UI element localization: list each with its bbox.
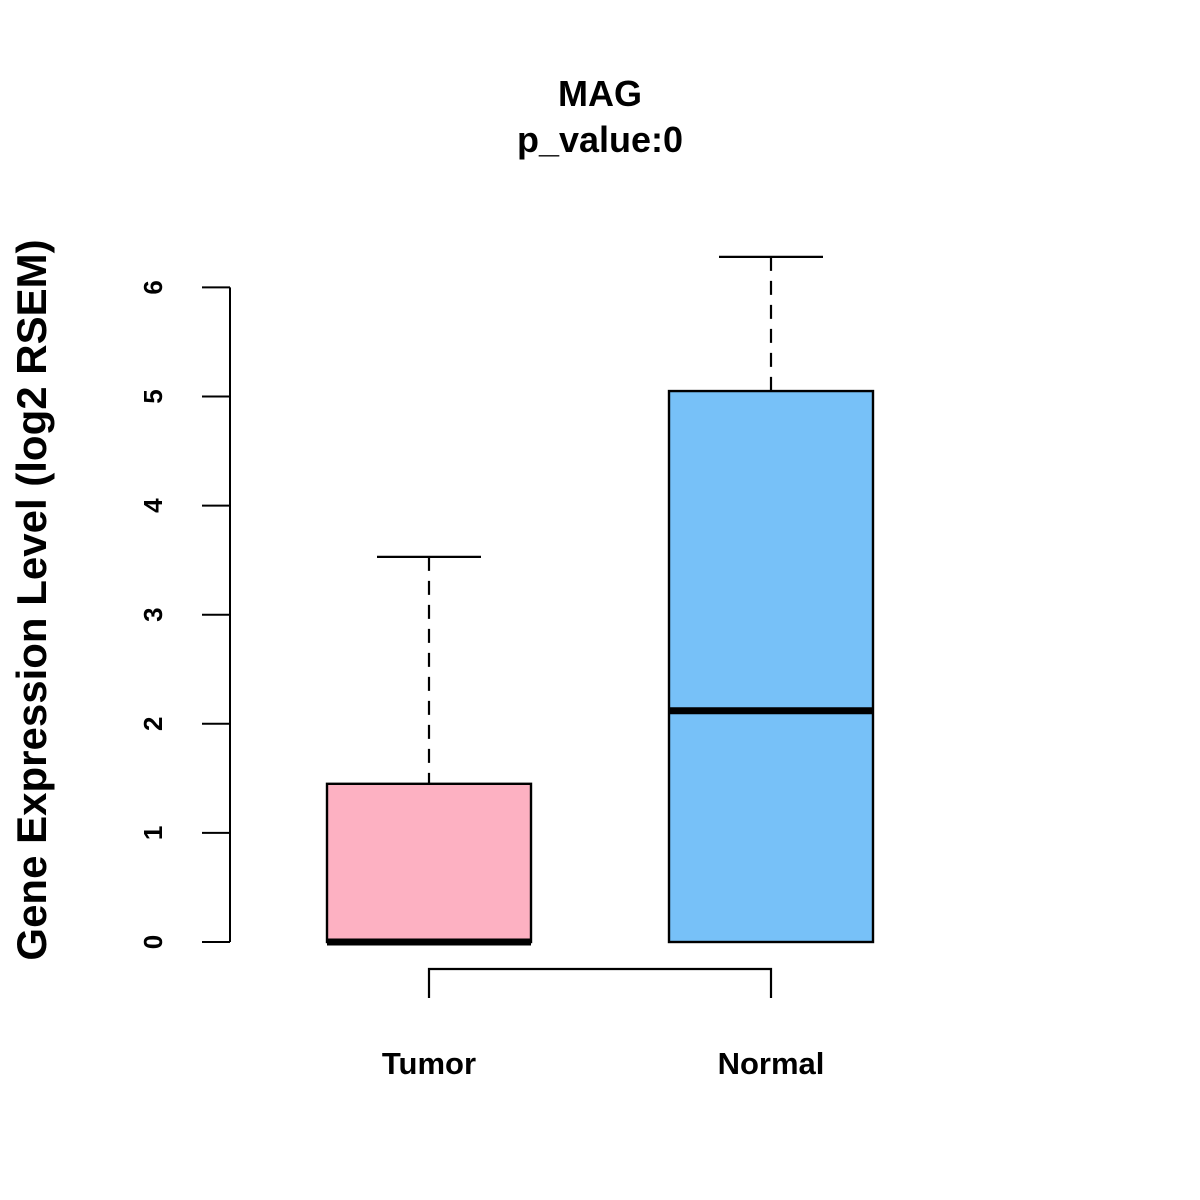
y-tick-label: 4 bbox=[138, 498, 168, 513]
y-axis: 0 1 2 3 4 5 6 bbox=[138, 280, 231, 949]
category-labels: Tumor Normal bbox=[382, 967, 825, 1081]
x-tick-label-normal: Normal bbox=[718, 1046, 825, 1081]
comparison-bracket bbox=[427, 967, 773, 998]
box-normal bbox=[667, 255, 875, 944]
y-tick-label: 3 bbox=[138, 607, 168, 621]
iqr-box bbox=[325, 782, 533, 944]
y-tick-label: 2 bbox=[138, 717, 168, 731]
box-series bbox=[325, 255, 875, 946]
chart-subtitle: p_value:0 bbox=[517, 119, 683, 160]
y-tick-label: 5 bbox=[138, 389, 168, 403]
y-tick-label: 1 bbox=[138, 826, 168, 840]
box-tumor bbox=[325, 555, 533, 946]
y-axis-label: Gene Expression Level (log2 RSEM) bbox=[8, 239, 55, 960]
iqr-box bbox=[667, 389, 875, 944]
y-tick-label: 6 bbox=[138, 280, 168, 294]
chart-title: MAG bbox=[558, 73, 642, 114]
x-tick-label-tumor: Tumor bbox=[382, 1046, 476, 1081]
y-tick-label: 0 bbox=[138, 935, 168, 949]
